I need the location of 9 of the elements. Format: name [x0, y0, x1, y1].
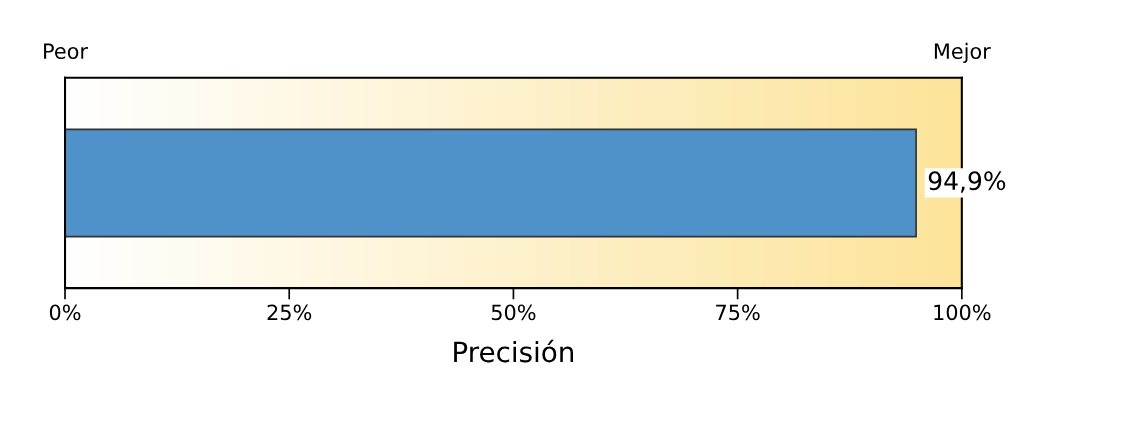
text: Mejor — [934, 42, 991, 64]
x-tick-label: 75% — [716, 304, 760, 321]
x-tick-label: 50% — [491, 304, 536, 321]
data-label: 94,9% — [928, 171, 1006, 193]
x-tick-label: 0% — [49, 304, 81, 321]
x-axis-title: Precisión — [454, 339, 574, 363]
text: Peor — [44, 43, 88, 59]
x-tick-label: 25% — [267, 304, 312, 321]
x-tick-label: 100% — [934, 304, 991, 321]
